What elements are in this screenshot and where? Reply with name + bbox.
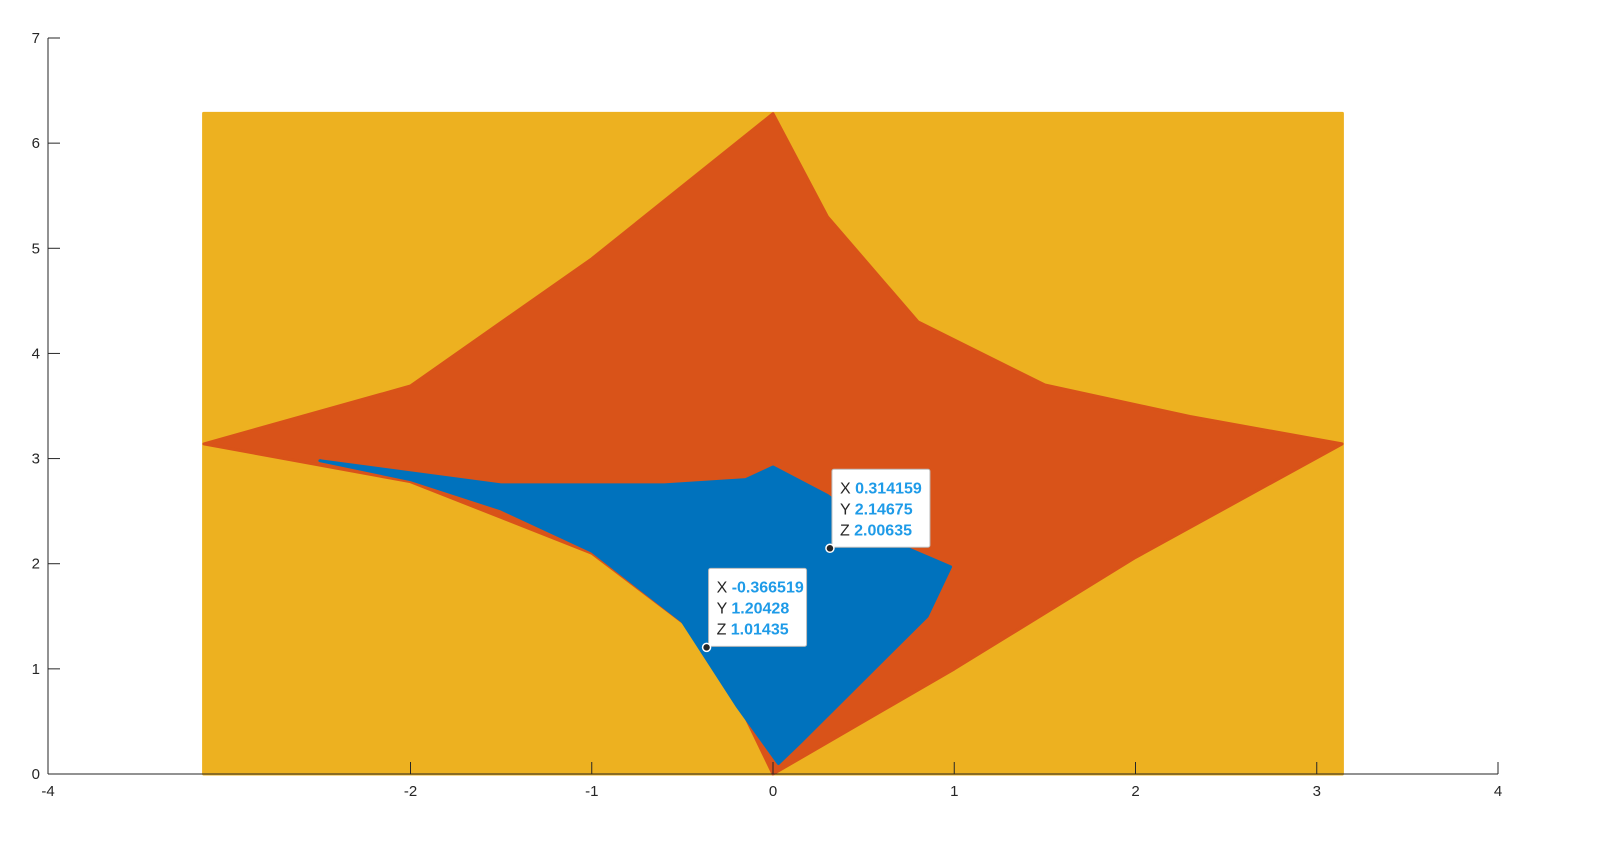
datatip-row-y: Y 2.14675: [840, 501, 913, 518]
x-tick-label: -1: [585, 783, 598, 800]
x-tick-label: 4: [1494, 783, 1502, 800]
datatip-row-z: Z 1.01435: [717, 621, 789, 638]
x-tick-label: -4: [41, 783, 54, 800]
x-tick-label: -2: [404, 783, 417, 800]
data-regions: [202, 111, 1344, 776]
datatip-key: X: [840, 480, 855, 497]
y-tick-label: 7: [32, 30, 40, 47]
datatip-marker[interactable]: [701, 642, 712, 653]
x-tick-label: 2: [1131, 783, 1139, 800]
y-tick-label: 4: [32, 345, 40, 362]
datatip-row-x: X 0.314159: [840, 480, 922, 497]
y-tick-label: 5: [32, 240, 40, 257]
datatip-value: 2.00635: [854, 522, 912, 539]
datatip-value: 0.314159: [855, 480, 922, 497]
datatip-key: Z: [840, 522, 854, 539]
datatip-value: -0.366519: [732, 579, 804, 596]
x-tick-label: 0: [769, 783, 777, 800]
y-tick-label: 6: [32, 135, 40, 152]
datatip-value: 2.14675: [855, 501, 913, 518]
datatip-marker[interactable]: [825, 543, 835, 554]
datatip-value: 1.20428: [731, 600, 789, 617]
axes: -4 -2 -1 0 1 2 3 4 0 1 2 3 4 5 6 7: [32, 30, 1503, 800]
datatip-key: Y: [717, 600, 732, 617]
datatip-key: Z: [717, 621, 731, 638]
datatip-key: Y: [840, 501, 855, 518]
datatip-box: [831, 468, 931, 548]
datatip-value: 1.01435: [731, 621, 789, 638]
datatip-key: X: [717, 579, 732, 596]
region-blue: [318, 459, 953, 765]
datatip-box: [708, 567, 808, 647]
y-tick-label: 0: [32, 766, 40, 783]
datatip-row-z: Z 2.00635: [840, 522, 912, 539]
y-tick-label: 1: [32, 661, 40, 678]
datatip-row-x: X -0.366519: [717, 579, 804, 596]
x-tick-label: 3: [1313, 783, 1321, 800]
x-tick-label: 1: [950, 783, 958, 800]
y-tick-label: 2: [32, 556, 40, 573]
datatip-row-y: Y 1.20428: [717, 600, 790, 617]
y-tick-label: 3: [32, 451, 40, 468]
